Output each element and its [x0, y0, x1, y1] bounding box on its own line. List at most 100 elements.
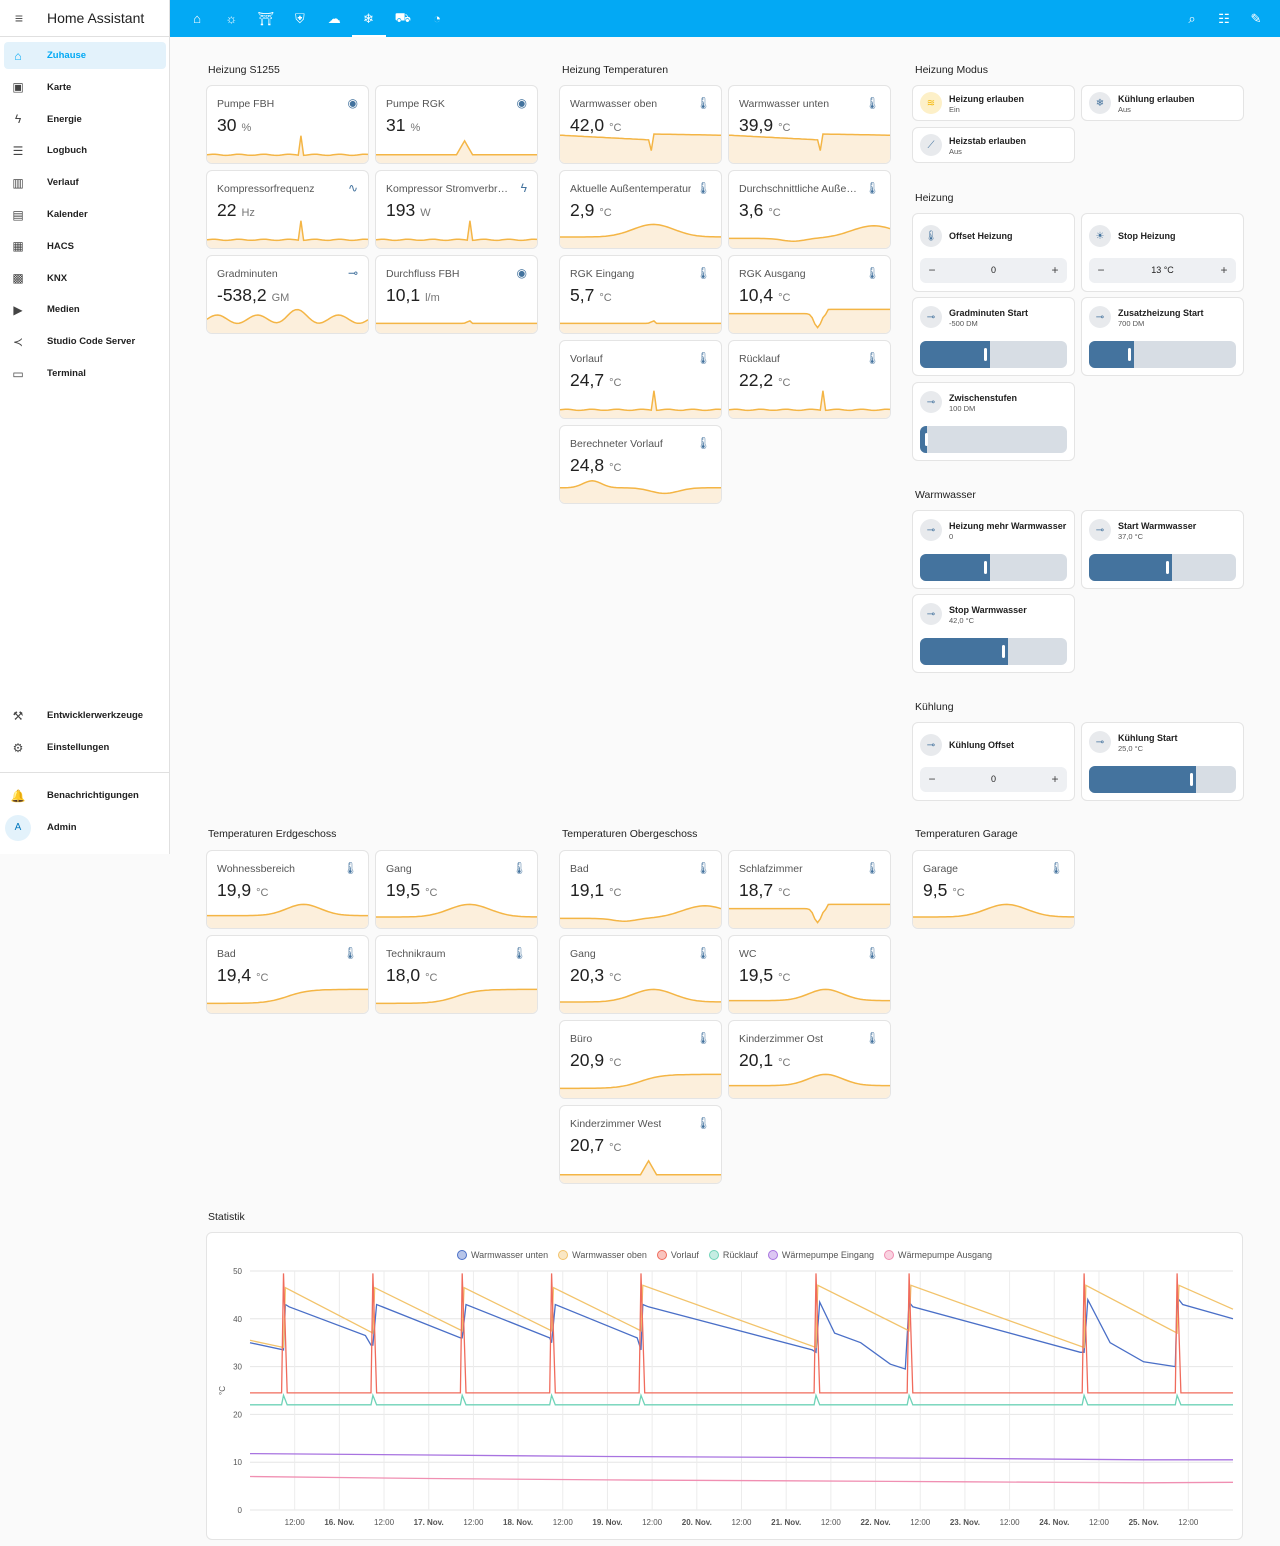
sensor-card[interactable]: Pumpe RGK ◉ 31% — [375, 85, 538, 164]
menu-open-icon[interactable]: ≡ — [14, 10, 24, 26]
search-button[interactable]: ⌕ — [1176, 0, 1208, 37]
slider-thumb[interactable] — [1190, 773, 1194, 786]
sensor-card[interactable]: Schlafzimmer 🌡 18,7 °C — [728, 850, 891, 929]
tab-weather[interactable]: ☁ — [317, 0, 351, 37]
sensor-card[interactable]: Warmwasser unten 🌡 39,9 °C — [728, 85, 891, 164]
heating-rod-icon[interactable]: ⟋ — [920, 134, 942, 156]
sensor-card[interactable]: RGK Eingang 🌡 5,7 °C — [559, 255, 722, 334]
sensor-card[interactable]: Gang 🌡 20,3 °C — [559, 935, 722, 1014]
value-slider[interactable] — [920, 638, 1067, 665]
increment-button[interactable]: + — [1051, 263, 1059, 277]
sensor-card[interactable]: Technikraum 🌡 18,0 °C — [375, 935, 538, 1014]
sensor-card[interactable]: Kinderzimmer West 🌡 20,7 °C — [559, 1105, 722, 1184]
sidebar-item-kalender[interactable]: ▤ Kalender — [4, 201, 166, 228]
sensor-card[interactable]: Durchschnittliche Außentemperatur🌡 3,6 °C — [728, 170, 891, 249]
sidebar-item-zuhause[interactable]: ⌂ Zuhause — [4, 42, 166, 69]
decrement-button[interactable]: − — [928, 263, 936, 277]
value-slider[interactable] — [920, 341, 1067, 368]
sidebar-item-logbuch[interactable]: ☰ Logbuch — [4, 137, 166, 164]
value-slider[interactable] — [920, 426, 1067, 453]
slider-icon[interactable]: ⊸ — [1089, 306, 1111, 328]
decrement-button[interactable]: − — [1097, 263, 1105, 277]
snowflake-icon[interactable]: ❄ — [1089, 92, 1111, 114]
sensor-card[interactable]: WC 🌡 19,5 °C — [728, 935, 891, 1014]
slider-tile[interactable]: ⊸ Zusatzheizung Start 700 DM — [1081, 297, 1244, 376]
sidebar-item-karte[interactable]: ▣ Karte — [4, 74, 166, 101]
number-tile[interactable]: ☀ Stop Heizung − 13 °C + — [1081, 213, 1244, 292]
tab-lightbulb[interactable]: ☼ — [214, 0, 248, 37]
toggle-tile-heizung-erlauben[interactable]: ≋ Heizung erlauben Ein — [912, 85, 1075, 121]
sensor-card[interactable]: Warmwasser oben 🌡 42,0 °C — [559, 85, 722, 164]
slider-thumb[interactable] — [984, 348, 988, 361]
sensor-card[interactable]: Kompressor Stromverbrauch ϟ 193 W — [375, 170, 538, 249]
sensor-card[interactable]: Büro 🌡 20,9 °C — [559, 1020, 722, 1099]
slider-icon[interactable]: ⊸ — [920, 391, 942, 413]
sensor-card[interactable]: Bad 🌡 19,1 °C — [559, 850, 722, 929]
assist-button[interactable]: ☷ — [1208, 0, 1240, 37]
pencil-button[interactable]: ✎ — [1240, 0, 1272, 37]
sidebar-item-verlauf[interactable]: ▥ Verlauf — [4, 169, 166, 196]
legend-item[interactable]: Warmwasser unten — [456, 1250, 548, 1260]
sensor-card[interactable]: Durchfluss FBH ◉ 10,1 l/m — [375, 255, 538, 334]
value-slider[interactable] — [1089, 766, 1236, 793]
sidebar-item-entwicklerwerkzeuge[interactable]: ⚒ Entwicklerwerkzeuge — [4, 702, 166, 729]
sensor-card[interactable]: Kinderzimmer Ost 🌡 20,1 °C — [728, 1020, 891, 1099]
thermometer-plus-icon[interactable]: 🌡 — [920, 225, 942, 247]
sensor-card[interactable]: Aktuelle Außentemperatur 🌡 2,9 °C — [559, 170, 722, 249]
slider-icon[interactable]: ⊸ — [920, 306, 942, 328]
slider-tile[interactable]: ⊸ Gradminuten Start -500 DM — [912, 297, 1075, 376]
slider-thumb[interactable] — [1001, 645, 1005, 658]
slider-icon[interactable]: ⊸ — [1089, 519, 1111, 541]
sensor-card[interactable]: Bad 🌡 19,4 °C — [206, 935, 369, 1014]
slider-tile[interactable]: ⊸ Kühlung Start 25,0 °C — [1081, 722, 1244, 801]
legend-item[interactable]: Rücklauf — [708, 1250, 758, 1260]
decrement-button[interactable]: − — [928, 772, 936, 786]
slider-thumb[interactable] — [984, 561, 988, 574]
slider-icon[interactable]: ⊸ — [920, 734, 942, 756]
value-slider[interactable] — [920, 554, 1067, 581]
tab-shield[interactable]: ⛨ — [283, 0, 317, 37]
sidebar-item-notifications[interactable]: 🔔 Benachrichtigungen — [4, 782, 166, 809]
slider-icon[interactable]: ⊸ — [1089, 731, 1111, 753]
tab-gate[interactable]: ⛩ — [249, 0, 283, 37]
tab-home-outline[interactable]: ⌂ — [180, 0, 214, 37]
sensor-card[interactable]: RGK Ausgang 🌡 10,4 °C — [728, 255, 891, 334]
sensor-card[interactable]: Gang 🌡 19,5 °C — [375, 850, 538, 929]
sidebar-item-einstellungen[interactable]: ⚙ Einstellungen — [4, 734, 166, 761]
slider-thumb[interactable] — [925, 433, 928, 446]
toggle-tile-kühlung-erlauben[interactable]: ❄ Kühlung erlauben Aus — [1081, 85, 1244, 121]
sensor-card[interactable]: Rücklauf 🌡 22,2 °C — [728, 340, 891, 419]
legend-item[interactable]: Vorlauf — [656, 1250, 699, 1260]
sidebar-item-medien[interactable]: ▶ Medien — [4, 296, 166, 323]
slider-thumb[interactable] — [1166, 561, 1170, 574]
number-tile[interactable]: 🌡 Offset Heizung − 0 + — [912, 213, 1075, 292]
sidebar-item-energie[interactable]: ϟ Energie — [4, 106, 166, 133]
slider-icon[interactable]: ⊸ — [920, 603, 942, 625]
legend-item[interactable]: Wärmepumpe Ausgang — [883, 1250, 992, 1260]
sensor-card[interactable]: Pumpe FBH ◉ 30% — [206, 85, 369, 164]
increment-button[interactable]: + — [1051, 772, 1059, 786]
legend-item[interactable]: Warmwasser oben — [558, 1250, 647, 1260]
heat-wave-icon[interactable]: ≋ — [920, 92, 942, 114]
sensor-card[interactable]: Garage 🌡 9,5 °C — [912, 850, 1075, 929]
slider-thumb[interactable] — [1127, 348, 1131, 361]
increment-button[interactable]: + — [1220, 263, 1228, 277]
sidebar-item-terminal[interactable]: ▭ Terminal — [4, 360, 166, 387]
number-tile[interactable]: ⊸ Kühlung Offset − 0 + — [912, 722, 1075, 801]
sidebar-item-hacs[interactable]: ▦ HACS — [4, 233, 166, 260]
tab-car[interactable]: ⛟ — [386, 0, 420, 37]
slider-tile[interactable]: ⊸ Zwischenstufen 100 DM — [912, 382, 1075, 461]
tab-cctv[interactable]: ◔ — [420, 0, 454, 37]
slider-tile[interactable]: ⊸ Heizung mehr Warmwasser 0 — [912, 510, 1075, 589]
tab-heat-pump[interactable]: ❄ — [351, 0, 386, 37]
value-slider[interactable] — [1089, 554, 1236, 581]
sensor-card[interactable]: Vorlauf 🌡 24,7 °C — [559, 340, 722, 419]
slider-tile[interactable]: ⊸ Start Warmwasser 37,0 °C — [1081, 510, 1244, 589]
sensor-card[interactable]: Berechneter Vorlauf 🌡 24,8 °C — [559, 425, 722, 504]
sidebar-item-knx[interactable]: ▩ KNX — [4, 265, 166, 292]
sidebar-item-studio-code-server[interactable]: ≺ Studio Code Server — [4, 328, 166, 355]
slider-icon[interactable]: ⊸ — [920, 519, 942, 541]
sensor-card[interactable]: Kompressorfrequenz ∿ 22 Hz — [206, 170, 369, 249]
sensor-card[interactable]: Gradminuten ⊸ -538,2 GM — [206, 255, 369, 334]
slider-tile[interactable]: ⊸ Stop Warmwasser 42,0 °C — [912, 594, 1075, 673]
